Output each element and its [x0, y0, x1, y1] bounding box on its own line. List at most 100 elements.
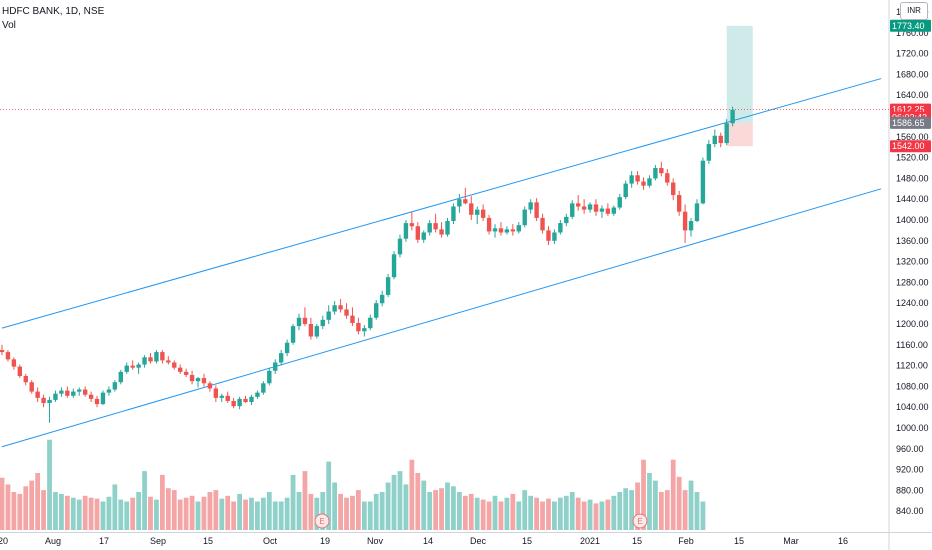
candle[interactable] [593, 204, 599, 212]
candle[interactable] [498, 228, 504, 233]
candle[interactable] [391, 254, 397, 278]
candle[interactable] [225, 395, 230, 401]
candle[interactable] [47, 399, 52, 404]
candle[interactable] [403, 223, 409, 239]
position-target-zone[interactable] [726, 25, 753, 123]
candle[interactable] [641, 181, 646, 186]
candle[interactable] [296, 317, 302, 327]
candle[interactable] [273, 362, 278, 371]
earnings-marker[interactable] [632, 513, 648, 529]
candle[interactable] [53, 393, 58, 400]
candle[interactable] [142, 357, 147, 365]
candle[interactable] [118, 371, 123, 383]
candle[interactable] [659, 168, 664, 174]
candle[interactable] [665, 173, 670, 183]
candle[interactable] [207, 383, 213, 389]
candle[interactable] [469, 203, 474, 215]
candle[interactable] [326, 311, 331, 320]
candle[interactable] [35, 391, 40, 398]
candle[interactable] [160, 352, 165, 361]
candle[interactable] [284, 342, 290, 354]
candle[interactable] [17, 366, 23, 376]
candle[interactable] [267, 370, 272, 384]
candle[interactable] [688, 221, 694, 231]
candle[interactable] [599, 208, 605, 212]
candle[interactable] [183, 371, 189, 375]
candle[interactable] [522, 209, 527, 226]
candle[interactable] [77, 389, 82, 392]
candle[interactable] [510, 229, 516, 232]
candle[interactable] [534, 202, 539, 218]
candle[interactable] [112, 382, 118, 390]
candle[interactable] [676, 195, 682, 212]
candle[interactable] [195, 378, 201, 382]
candle[interactable] [278, 353, 284, 363]
candle[interactable] [700, 160, 706, 204]
candle[interactable] [356, 322, 361, 332]
candle[interactable] [718, 135, 723, 144]
candle[interactable] [94, 398, 100, 405]
candle[interactable] [546, 230, 551, 241]
candle[interactable] [261, 383, 266, 393]
candle[interactable] [178, 367, 183, 372]
candle[interactable] [23, 376, 28, 383]
candle[interactable] [421, 232, 426, 240]
candle[interactable] [243, 398, 248, 402]
candle[interactable] [166, 360, 171, 363]
candle[interactable] [528, 202, 533, 210]
candle[interactable] [106, 389, 112, 393]
candle[interactable] [350, 315, 355, 323]
candle[interactable] [694, 203, 700, 222]
candle[interactable] [130, 365, 135, 368]
candle[interactable] [671, 182, 676, 196]
candle[interactable] [148, 357, 153, 362]
candle[interactable] [570, 203, 575, 217]
candle[interactable] [65, 390, 70, 396]
candle[interactable] [82, 389, 88, 395]
candle[interactable] [415, 226, 420, 240]
candle[interactable] [124, 365, 129, 372]
candle[interactable] [451, 206, 456, 222]
candle[interactable] [712, 135, 717, 145]
candle[interactable] [439, 229, 444, 235]
candle[interactable] [558, 223, 563, 233]
candle[interactable] [5, 352, 11, 360]
candle[interactable] [623, 183, 628, 198]
candle[interactable] [59, 390, 64, 394]
candle[interactable] [492, 228, 498, 232]
earnings-marker[interactable] [314, 513, 330, 529]
candle[interactable] [100, 392, 106, 405]
candle[interactable] [611, 207, 617, 214]
candle[interactable] [724, 123, 729, 144]
candle[interactable] [320, 319, 325, 327]
candle[interactable] [629, 175, 634, 184]
candle[interactable] [605, 208, 611, 214]
candle[interactable] [475, 209, 480, 215]
candle[interactable] [29, 382, 34, 392]
position-stop-zone[interactable] [726, 122, 753, 147]
candle[interactable] [516, 225, 521, 232]
candle[interactable] [480, 209, 486, 218]
candle[interactable] [540, 217, 545, 231]
candle[interactable] [172, 362, 177, 368]
candle[interactable] [154, 352, 159, 362]
candle[interactable] [0, 350, 5, 353]
candle[interactable] [587, 204, 593, 210]
candle[interactable] [445, 221, 450, 235]
candle[interactable] [249, 396, 254, 402]
candle[interactable] [290, 326, 296, 343]
candle[interactable] [344, 309, 349, 316]
candle[interactable] [457, 199, 462, 207]
channel-lower-line[interactable] [1, 188, 882, 448]
candle[interactable] [231, 400, 236, 407]
candle[interactable] [189, 374, 195, 382]
candle[interactable] [308, 324, 314, 337]
plot-area[interactable] [0, 0, 889, 532]
candle[interactable] [617, 197, 622, 208]
candle[interactable] [647, 178, 652, 186]
candle[interactable] [706, 144, 712, 161]
candle[interactable] [41, 397, 46, 404]
candle[interactable] [433, 223, 438, 230]
candle[interactable] [385, 277, 391, 295]
